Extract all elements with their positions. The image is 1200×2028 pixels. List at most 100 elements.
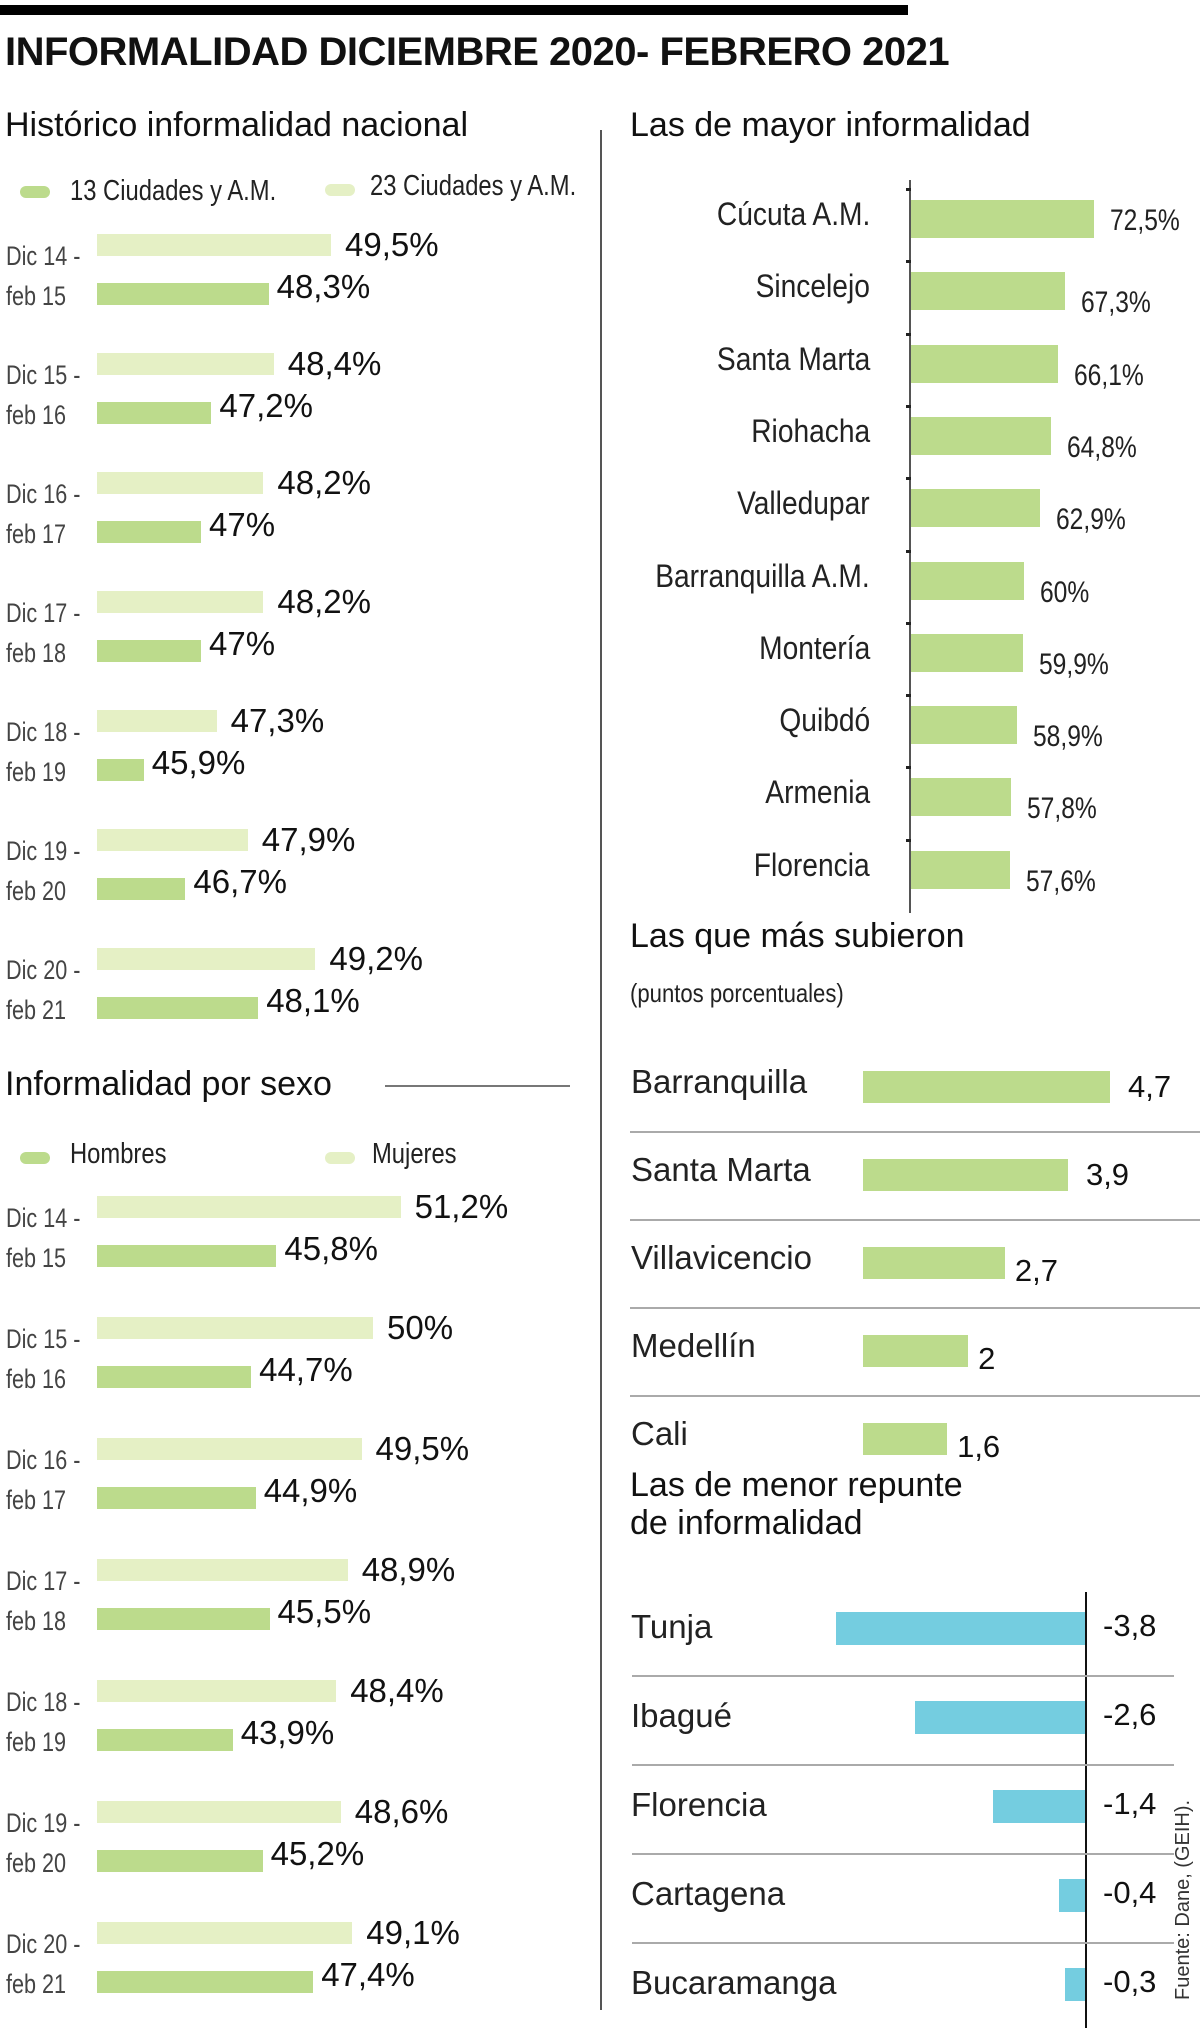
bar-hombres [97, 1487, 256, 1509]
period-label: feb 17 [6, 519, 67, 549]
axis-tick [906, 838, 911, 842]
top-rule [0, 5, 908, 15]
city-label: Barranquilla A.M. [655, 557, 870, 594]
subieron-title: Las que más subieron [630, 917, 965, 955]
bar-mayor [911, 706, 1018, 745]
value-label: 62,9% [1055, 503, 1126, 537]
bar-menor [1058, 1879, 1085, 1912]
period-label: Dic 14 - [6, 1203, 81, 1233]
bar-hombres [97, 1366, 252, 1388]
axis-tick [906, 766, 911, 770]
value-label: 48,1% [266, 982, 360, 1019]
value-label: 43,9% [240, 1714, 335, 1751]
legend-swatch-23-ciudades [325, 184, 355, 196]
axis-tick [906, 188, 911, 191]
city-label: Florencia [754, 846, 870, 883]
bar-23-ciudades-y-a-m- [97, 472, 264, 494]
value-label: 49,5% [345, 226, 439, 263]
period-label: Dic 15 - [6, 1324, 81, 1354]
legend-label-23-ciudades: 23 Ciudades y A.M. [370, 170, 577, 202]
bar-mayor [911, 344, 1058, 383]
column-divider [600, 130, 602, 2010]
row-rule [632, 1675, 1174, 1677]
value-label: 47,3% [230, 702, 325, 739]
period-label: feb 20 [6, 1848, 67, 1878]
city-label: Bucaramanga [631, 1964, 837, 2001]
bar-mayor [911, 561, 1024, 600]
legend-swatch-mujeres [325, 1152, 355, 1164]
sexo-title: Informalidad por sexo [5, 1065, 332, 1103]
city-label: Tunja [631, 1608, 713, 1645]
bar-menor [993, 1790, 1085, 1823]
menor-title: Las de menor repunte de informalidad [630, 1466, 963, 1542]
value-label: 47,2% [219, 387, 313, 424]
period-label: Dic 17 - [6, 598, 81, 628]
city-label: Villavicencio [631, 1239, 812, 1276]
period-label: feb 16 [6, 400, 67, 430]
value-label: 2 [978, 1341, 996, 1376]
value-label: 48,2% [277, 464, 371, 501]
value-label: 2,7 [1014, 1253, 1058, 1288]
value-label: 48,2% [277, 583, 371, 620]
city-label: Ibagué [631, 1697, 732, 1734]
value-label: 45,5% [277, 1593, 372, 1630]
value-label: 1,6 [957, 1429, 1001, 1464]
axis-tick [906, 694, 911, 698]
period-label: feb 18 [6, 638, 67, 668]
period-label: feb 17 [6, 1485, 67, 1515]
value-label: 45,9% [151, 744, 246, 781]
city-label: Cali [631, 1415, 688, 1452]
bar-13-ciudades-y-a-m- [97, 759, 144, 781]
value-label: 66,1% [1073, 358, 1144, 392]
value-label: -3,8 [1103, 1608, 1157, 1643]
value-label: 44,9% [263, 1472, 358, 1509]
row-rule [632, 1942, 1174, 1944]
zero-axis [1085, 1592, 1087, 2028]
axis-tick [906, 332, 911, 336]
value-label: 51,2% [414, 1188, 509, 1225]
period-label: Dic 18 - [6, 717, 81, 747]
bar-mayor [911, 200, 1094, 238]
bar-subieron [863, 1159, 1068, 1191]
row-rule [632, 1764, 1174, 1766]
subieron-subtitle: (puntos porcentuales) [630, 978, 844, 1008]
bar-13-ciudades-y-a-m- [97, 997, 259, 1019]
historico-title: Histórico informalidad nacional [5, 106, 469, 144]
bar-subieron [863, 1335, 969, 1367]
bar-mayor [911, 850, 1011, 889]
city-label: Santa Marta [631, 1151, 811, 1188]
bar-hombres [97, 1245, 277, 1267]
sexo-title-rule [385, 1085, 570, 1087]
value-label: -0,3 [1103, 1964, 1157, 1999]
period-label: Dic 20 - [6, 1929, 81, 1959]
bar-mujeres [97, 1680, 337, 1702]
axis-tick [906, 477, 911, 481]
city-label: Sincelejo [755, 268, 870, 305]
value-label: -0,4 [1103, 1875, 1157, 1910]
bar-mayor [911, 633, 1024, 672]
bar-menor [1065, 1968, 1085, 2001]
legend-swatch-hombres [20, 1152, 50, 1164]
period-label: feb 18 [6, 1606, 67, 1636]
legend-label-13-ciudades: 13 Ciudades y A.M. [70, 175, 277, 207]
menor-title-line-1: Las de menor repunte [630, 1466, 963, 1504]
bar-hombres [97, 1850, 263, 1872]
page-title: INFORMALIDAD DICIEMBRE 2020- FEBRERO 202… [5, 30, 950, 74]
mayor-title: Las de mayor informalidad [630, 106, 1031, 144]
bar-mujeres [97, 1196, 401, 1218]
axis-tick [906, 621, 911, 625]
value-label: 3,9 [1085, 1157, 1130, 1192]
city-label: Florencia [631, 1786, 767, 1823]
source-note: Fuente: Dane, (GEIH). [1172, 1799, 1194, 2000]
bar-mujeres [97, 1559, 348, 1581]
value-label: 47,9% [261, 821, 356, 858]
value-label: 47% [209, 506, 276, 543]
value-label: 57,6% [1026, 864, 1096, 898]
bar-13-ciudades-y-a-m- [97, 283, 269, 305]
bar-mujeres [97, 1922, 353, 1944]
period-label: Dic 15 - [6, 360, 81, 390]
city-label: Valledupar [737, 485, 870, 522]
period-label: Dic 19 - [6, 836, 81, 866]
period-label: feb 16 [6, 1364, 67, 1394]
period-label: feb 20 [6, 876, 67, 906]
